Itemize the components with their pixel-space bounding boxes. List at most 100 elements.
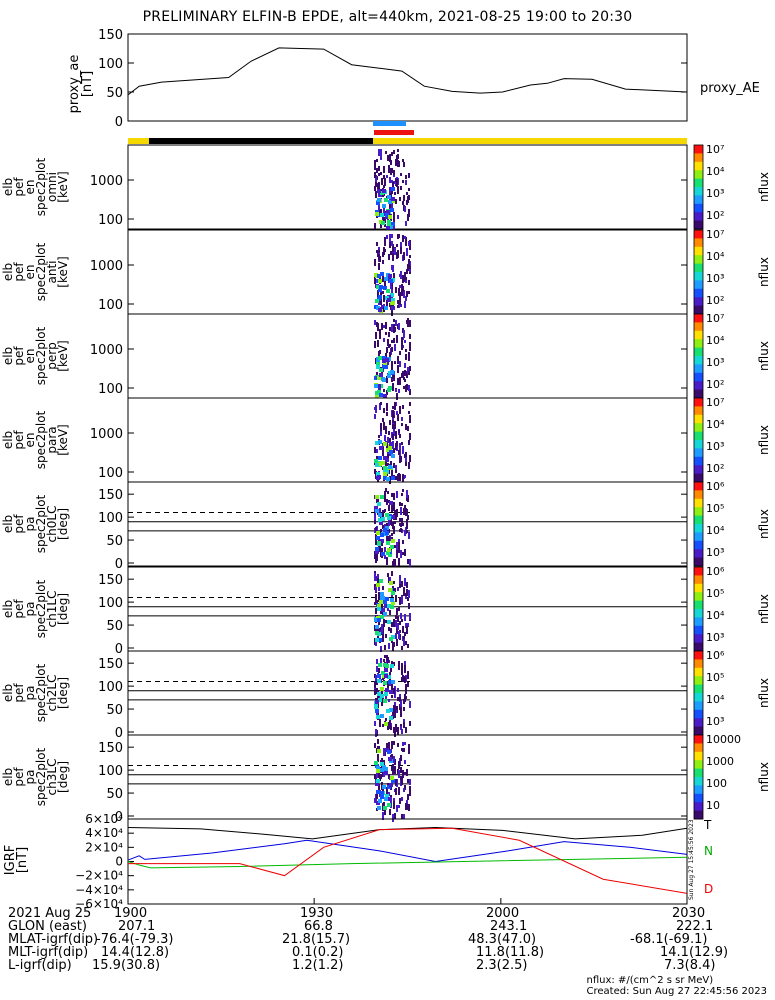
colorbar-segment xyxy=(694,461,703,466)
spectrogram-pixel xyxy=(403,719,405,722)
spectrogram-pixel xyxy=(379,350,381,354)
spectrogram-pixel xyxy=(393,319,395,322)
spectrogram-pixel xyxy=(388,431,390,435)
spectrogram-pixel xyxy=(374,602,376,605)
colorbar-tick-label: 10² xyxy=(706,462,724,475)
colorbar-tick-label: 10⁷ xyxy=(706,228,724,241)
orbit-value: 7.3(8.4) xyxy=(664,958,716,973)
spectrogram-pixel xyxy=(391,324,393,332)
spectrogram-pixel xyxy=(402,552,404,555)
spectrogram-pixel xyxy=(406,192,408,195)
spectrogram-pixel xyxy=(409,342,411,345)
ylabel-word: spec2plot xyxy=(34,747,48,806)
spectrogram-pixel xyxy=(374,761,378,765)
colorbar-segment xyxy=(694,259,703,265)
colorbar-tick-label: 10⁷ xyxy=(706,396,724,409)
spectrogram-pixel xyxy=(376,600,378,605)
colorbar-tick-label: 10⁵ xyxy=(706,502,724,515)
spectrogram-pixel xyxy=(393,502,395,508)
spectrogram-pixel xyxy=(378,663,382,667)
spectrogram-pixel xyxy=(378,595,380,602)
spectrogram-pixel xyxy=(409,255,411,258)
spectrogram-pixel xyxy=(376,496,378,503)
spectrogram-pixel xyxy=(388,536,390,543)
spectrogram-pixel xyxy=(391,476,395,480)
spectrogram-pixel xyxy=(380,791,384,795)
colorbar-segment xyxy=(694,810,703,816)
spectrogram-pixel xyxy=(405,508,407,516)
spectrogram-pixel xyxy=(406,291,408,294)
spectrogram-data xyxy=(374,739,411,822)
spectrogram-pixel xyxy=(406,294,408,297)
orbit-value: 2.3(2.5) xyxy=(476,958,528,973)
colorbar-segment xyxy=(694,393,703,399)
spectrogram-pixel xyxy=(395,706,397,710)
colorbar-segment xyxy=(694,806,703,812)
spectrogram-pixel xyxy=(379,393,383,397)
spectrogram-pixel xyxy=(384,435,386,441)
spectrogram-pixel xyxy=(375,594,377,602)
spectrogram-pixel xyxy=(376,583,380,587)
ylabel-word: en xyxy=(23,433,37,448)
spectrogram-pixel xyxy=(409,721,411,726)
spectrogram-pixel xyxy=(376,159,378,162)
spectrogram-pixel xyxy=(384,178,386,186)
y-tick-label: 100 xyxy=(98,213,123,228)
colorbar-segment xyxy=(694,549,703,554)
ylabel-word: pef xyxy=(12,177,26,197)
spectrogram-pixel xyxy=(383,207,385,215)
spectrogram-pixel xyxy=(376,531,380,535)
spectrogram-pixel xyxy=(375,547,379,551)
spectrogram-pixel xyxy=(378,592,380,596)
spectrogram-pixel xyxy=(376,770,378,778)
spectrogram-pixel xyxy=(393,688,395,694)
spectrogram-pixel xyxy=(408,371,410,375)
spectrogram-pixel xyxy=(381,604,383,608)
spectrogram-pixel xyxy=(408,195,410,200)
colorbar-segment xyxy=(694,145,703,150)
spectrogram-pixel xyxy=(387,491,389,494)
spectrogram-pixel xyxy=(374,447,376,453)
spectrogram-pixel xyxy=(405,462,407,466)
spectrogram-pixel xyxy=(399,292,401,297)
spectrogram-pixel xyxy=(397,186,399,194)
spectrogram-pixel xyxy=(397,305,399,308)
spectrogram-pixel xyxy=(404,760,406,764)
spectrogram-pixel xyxy=(405,243,407,246)
spectrogram-pixel xyxy=(405,175,407,179)
spectrogram-pixel xyxy=(408,590,410,598)
spectrogram-pixel xyxy=(401,340,403,346)
spectrogram-pixel xyxy=(391,222,395,226)
colorbar-segment xyxy=(694,588,703,593)
spectrogram-pixel xyxy=(394,766,396,774)
spectrogram-pixel xyxy=(391,601,395,605)
colorbar-segment xyxy=(694,705,703,711)
spectrogram-pixel xyxy=(378,440,382,444)
side-stamp-text: Sun Aug 27 15:45:56 2023 xyxy=(688,819,695,900)
spectrogram-pixel xyxy=(393,174,395,177)
ylabel-word: elb xyxy=(1,431,15,449)
colorbar-segment xyxy=(694,322,703,328)
spectrogram-pixel xyxy=(402,675,404,682)
spectrogram-pixel xyxy=(382,359,386,363)
colorbar-segment xyxy=(694,389,703,395)
colorbar-segment xyxy=(694,781,703,786)
spectrogram-pixel xyxy=(407,682,409,687)
spectrogram-pixel xyxy=(384,547,386,552)
spectrogram-pixel xyxy=(395,465,397,470)
spectrogram-pixel xyxy=(392,522,394,529)
spectrogram-pixel xyxy=(399,456,401,463)
spectrogram-pixel xyxy=(404,530,406,536)
spectrogram-pixel xyxy=(391,571,393,576)
colorbar-segment xyxy=(694,216,703,222)
spectrogram-pixel xyxy=(377,679,381,683)
colorbar-tick-label: 10⁴ xyxy=(706,609,725,622)
spectrogram-pixel xyxy=(389,708,393,712)
spectrogram-pixel xyxy=(404,301,406,308)
spectrogram-pixel xyxy=(378,698,382,702)
colorbar-segment xyxy=(694,680,703,686)
units-note: nflux: #/(cm^2 s sr MeV) xyxy=(586,975,714,986)
